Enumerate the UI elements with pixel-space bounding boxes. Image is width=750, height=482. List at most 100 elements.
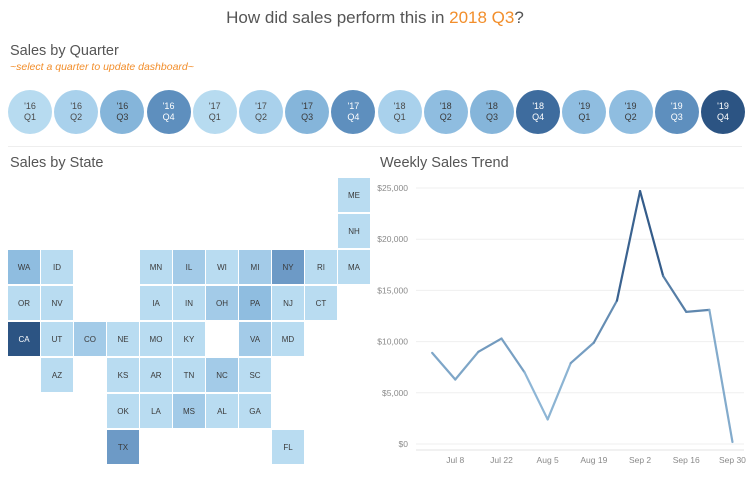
quarter-year-label: '19: [624, 101, 637, 111]
state-tile-la[interactable]: LA: [140, 394, 172, 428]
state-tile-ar[interactable]: AR: [140, 358, 172, 392]
state-tile-mo[interactable]: MO: [140, 322, 172, 356]
quarter-button-16-q2[interactable]: '16 Q2: [54, 90, 99, 134]
state-tile-az[interactable]: AZ: [41, 358, 73, 392]
sales-line-segment[interactable]: [523, 371, 549, 421]
state-tile-tn[interactable]: TN: [173, 358, 205, 392]
state-tile-wa[interactable]: WA: [8, 250, 40, 284]
state-tile-al[interactable]: AL: [206, 394, 238, 428]
sales-line-segment[interactable]: [500, 337, 526, 374]
quarter-button-17-q4[interactable]: '17 Q4: [331, 90, 376, 134]
y-tick-label: $20,000: [377, 234, 408, 244]
quarter-button-19-q2[interactable]: '19 Q2: [608, 90, 653, 134]
x-tick-label: Sep 2: [629, 455, 651, 465]
state-tile-mn[interactable]: MN: [140, 250, 172, 284]
quarter-button-16-q3[interactable]: '16 Q3: [100, 90, 145, 134]
quarter-label: Q1: [393, 112, 406, 122]
state-tile-ut[interactable]: UT: [41, 322, 73, 356]
state-tile-pa[interactable]: PA: [239, 286, 271, 320]
quarter-label: Q1: [23, 112, 36, 122]
sales-line-segment[interactable]: [638, 189, 665, 278]
x-tick-label: Sep 30: [719, 455, 746, 465]
state-tile-nv[interactable]: NV: [41, 286, 73, 320]
state-tile-va[interactable]: VA: [239, 322, 271, 356]
quarter-button-17-q2[interactable]: '17 Q2: [239, 90, 283, 134]
state-tile-in[interactable]: IN: [173, 286, 205, 320]
state-tile-id[interactable]: ID: [41, 250, 73, 284]
quarter-button-18-q3[interactable]: '18 Q3: [470, 90, 514, 134]
quarter-button-17-q1[interactable]: '17 Q1: [192, 90, 237, 134]
state-tile-ok[interactable]: OK: [107, 394, 139, 428]
state-tile-tx[interactable]: TX: [107, 430, 139, 464]
sales-line-segment[interactable]: [708, 308, 734, 444]
quarter-year-label: '19: [717, 101, 729, 111]
state-tile-nh[interactable]: NH: [338, 214, 370, 248]
quarter-label: Q2: [70, 112, 83, 122]
title-suffix: ?: [514, 8, 524, 27]
state-tile-nc[interactable]: NC: [206, 358, 238, 392]
quarter-year-label: '18: [439, 101, 452, 111]
state-tile-ga[interactable]: GA: [239, 394, 271, 428]
quarter-year-label: '17: [208, 101, 221, 111]
quarter-label: Q2: [624, 112, 637, 122]
quarter-button-18-q1[interactable]: '18 Q1: [377, 90, 422, 134]
state-tile-nj[interactable]: NJ: [272, 286, 304, 320]
quarter-section-subtitle: ~select a quarter to update dashboard~: [10, 61, 194, 73]
sales-line-segment[interactable]: [454, 350, 480, 381]
state-section-heading: Sales by State: [10, 155, 104, 171]
y-tick-label: $5,000: [382, 388, 408, 398]
state-tile-ks[interactable]: KS: [107, 358, 139, 392]
state-tile-ma[interactable]: MA: [338, 250, 370, 284]
state-tile-ia[interactable]: IA: [140, 286, 172, 320]
state-tile-ky[interactable]: KY: [173, 322, 205, 356]
dashboard-title: How did sales perform this in 2018 Q3?: [0, 8, 750, 28]
state-tile-ca[interactable]: CA: [8, 322, 40, 356]
x-tick-label: Sep 16: [673, 455, 700, 465]
quarter-year-label: '17: [255, 101, 267, 111]
x-tick-label: Aug 19: [580, 455, 607, 465]
sales-line-segment[interactable]: [569, 341, 595, 365]
state-tile-ct[interactable]: CT: [305, 286, 337, 320]
quarter-button-17-q3[interactable]: '17 Q3: [285, 90, 330, 134]
x-tick-label: Aug 5: [537, 455, 559, 465]
quarter-year-label: '16: [116, 101, 129, 111]
state-tile-ms[interactable]: MS: [173, 394, 205, 428]
sales-line-segment[interactable]: [592, 299, 619, 344]
state-tile-ne[interactable]: NE: [107, 322, 139, 356]
state-tile-mi[interactable]: MI: [239, 250, 271, 284]
quarter-label: Q3: [670, 112, 683, 122]
sales-line-segment[interactable]: [546, 362, 572, 421]
state-tile-oh[interactable]: OH: [206, 286, 238, 320]
state-tile-ny[interactable]: NY: [272, 250, 304, 284]
quarter-label: Q4: [532, 112, 545, 122]
sales-line-segment[interactable]: [615, 189, 642, 302]
state-tile-map: ME NH WA ID MN IL WI MI NY RI MA OR NV IA IN OH PA NJ CT CA…: [8, 178, 378, 473]
quarter-selector: '16 Q1'16 Q2'16 Q3'16 Q4'17 Q1'17 Q2'17 Q3'17 Q4…: [8, 90, 748, 134]
quarter-label: Q3: [116, 112, 129, 122]
quarter-button-16-q4[interactable]: '16 Q4: [146, 90, 191, 134]
quarter-label: Q2: [439, 112, 452, 122]
state-tile-ri[interactable]: RI: [305, 250, 337, 284]
state-tile-wi[interactable]: WI: [206, 250, 238, 284]
state-tile-co[interactable]: CO: [74, 322, 106, 356]
sales-line-segment[interactable]: [662, 274, 688, 314]
quarter-button-16-q1[interactable]: '16 Q1: [8, 90, 52, 134]
state-tile-fl[interactable]: FL: [272, 430, 304, 464]
state-tile-or[interactable]: OR: [8, 286, 40, 320]
sales-line-segment[interactable]: [477, 337, 503, 353]
quarter-button-19-q1[interactable]: '19 Q1: [562, 90, 607, 134]
sales-line-segment[interactable]: [431, 351, 457, 381]
state-tile-me[interactable]: ME: [338, 178, 370, 212]
quarter-button-19-q3[interactable]: '19 Q3: [654, 90, 699, 134]
section-divider: [8, 146, 742, 147]
title-highlight-quarter: 2018 Q3: [449, 8, 515, 27]
state-tile-il[interactable]: IL: [173, 250, 205, 284]
quarter-button-19-q4[interactable]: '19 Q4: [701, 90, 745, 134]
quarter-button-18-q4[interactable]: '18 Q4: [516, 90, 561, 134]
state-tile-sc[interactable]: SC: [239, 358, 271, 392]
sales-line-segment[interactable]: [685, 308, 711, 314]
state-tile-md[interactable]: MD: [272, 322, 304, 356]
trend-section-heading: Weekly Sales Trend: [380, 155, 509, 171]
quarter-button-18-q2[interactable]: '18 Q2: [423, 90, 468, 134]
quarter-year-label: '19: [670, 101, 683, 111]
